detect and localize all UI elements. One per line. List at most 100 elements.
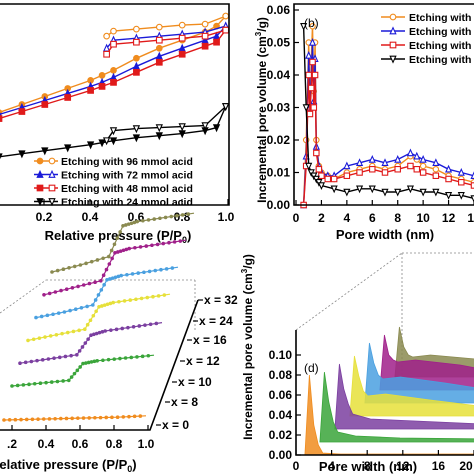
panel-c-data-point (32, 381, 37, 386)
panel-b-ytick-label: 0.04 (267, 68, 291, 82)
panel-c-data-point (79, 306, 84, 310)
panel-a-data-point (98, 72, 106, 79)
panel-c-data-point (101, 273, 106, 278)
panel-c-data-point (125, 272, 129, 277)
panel-c-data-point (105, 278, 109, 282)
panel-c-xtick-label: 1.0 (138, 437, 155, 451)
panel-d-area (379, 334, 474, 391)
panel-c-depth-label: x = 0 (162, 418, 189, 432)
panel-c-data-point (186, 212, 191, 216)
panel-c-data-point (108, 277, 112, 281)
panel-c-data-point (163, 215, 168, 220)
panel-a-data-point (222, 12, 230, 20)
panel-b-legend-marker (389, 13, 397, 21)
panel-a-data-point (178, 34, 186, 42)
panel-b-data-point (432, 172, 440, 180)
panel-b-legend: Etching with Etching with Etching with Etch… (381, 12, 471, 66)
panel-a-x-ticks: 0.2 0.4 0.6 0.8 1.0 (36, 199, 235, 224)
panel-c-data-point (78, 263, 83, 267)
panel-c-data-point (38, 381, 43, 386)
panel-c-xtick-label: 0.8 (106, 437, 123, 451)
panel-b-data-point (305, 50, 313, 59)
panel-c-data-point (13, 417, 18, 422)
panel-b-legend-marker (389, 26, 397, 35)
panel-b-data-point (457, 192, 465, 200)
panel-a-legend: Etching with 96 mmol acid Etching with 72… (34, 156, 193, 209)
panel-a-data-point (201, 20, 209, 28)
panel-c-data-point (156, 294, 161, 298)
panel-a-data-point (155, 132, 163, 141)
panel-c-data-point (18, 361, 22, 366)
panel-c-data-point (159, 267, 163, 272)
panel-c-data-point (91, 313, 96, 318)
panel-c-xtick-label: 0.6 (72, 437, 89, 451)
panel-c-data-point (59, 416, 63, 421)
panel-c-data-point (138, 414, 143, 418)
panel-c-data-point (7, 418, 12, 422)
panel-c-data-point (105, 302, 110, 307)
panel-c-data-point (62, 310, 67, 314)
panel-c-3d-frame (0, 279, 196, 330)
panel-c-data-point (89, 333, 93, 338)
panel-c-data-point (145, 295, 150, 300)
panel-a-data-point (222, 26, 230, 34)
panel-c-data-point (164, 267, 169, 271)
panel-a-data-point (18, 108, 26, 115)
panel-c-data-point (44, 380, 48, 385)
panel-c-data-point (132, 220, 137, 225)
panel-a-axes (0, 3, 230, 206)
panel-c-data-point (102, 303, 107, 307)
panel-c-data-point (153, 268, 158, 273)
panel-c-data-point (161, 241, 166, 246)
panel-b-xtick-label: 4 (344, 211, 351, 225)
panel-c-data-point (34, 315, 38, 320)
panel-b-data-point (470, 195, 474, 204)
panel-c-data-point (119, 273, 123, 278)
panel-c-data-point (114, 327, 119, 332)
panel-c-axes (0, 299, 199, 431)
panel-c-data-point (100, 304, 104, 308)
panel-a-data-point (110, 66, 117, 74)
panel-c-data-point (158, 216, 162, 221)
panel-c-data-point (15, 383, 20, 388)
panel-a-legend-marker (36, 198, 44, 207)
panel-c-data-point (54, 333, 59, 337)
panel-c-data-point (21, 383, 26, 387)
panel-a-data-point (155, 23, 163, 31)
panel-c-data-point (63, 354, 68, 359)
panel-d-ytick-label: 0.06 (269, 388, 293, 402)
panel-a-xtick-label: 0.2 (36, 210, 53, 224)
panel-c-data-point (127, 414, 131, 419)
panel-b-data-point (313, 149, 320, 157)
panel-b-data-point (368, 154, 376, 163)
panel-c-data-point (139, 296, 144, 301)
panel-b-xtick-label: 2 (318, 211, 325, 225)
panel-c-data-point (143, 323, 147, 327)
panel-c-data-point (142, 270, 146, 275)
panel-c-data-point (86, 337, 90, 341)
panel-a-legend-marker (48, 184, 56, 192)
panel-c-data-point (118, 230, 122, 234)
panel-c-data-point (96, 293, 101, 297)
panel-c-data-point (108, 301, 113, 306)
panel-c-data-point (84, 261, 88, 266)
panel-c-data-point (101, 358, 105, 363)
panel-c-data-point (89, 360, 94, 364)
panel-d-label: (d) (304, 361, 319, 375)
panel-c-data-point (23, 360, 28, 365)
panel-c-data-point (46, 357, 51, 361)
panel-c-data-point (93, 415, 97, 420)
panel-b-data-point (324, 175, 332, 183)
panel-c-data-point (42, 293, 46, 297)
panel-c-data-point (76, 284, 80, 289)
panel-c-data-point (75, 353, 79, 357)
panel-c-data-point (92, 359, 97, 364)
panel-c-data-point (146, 218, 151, 222)
panel-a-data-point (110, 27, 117, 35)
panel-b-data-point (309, 58, 316, 66)
panel-c-data-point (129, 355, 134, 360)
panel-c-data-point (41, 417, 46, 421)
panel-c-data-point (129, 221, 134, 226)
panel-a-data-point (178, 21, 186, 29)
panel-c-x-ticks: .2 0.4 0.6 0.8 1.0 (7, 425, 155, 451)
